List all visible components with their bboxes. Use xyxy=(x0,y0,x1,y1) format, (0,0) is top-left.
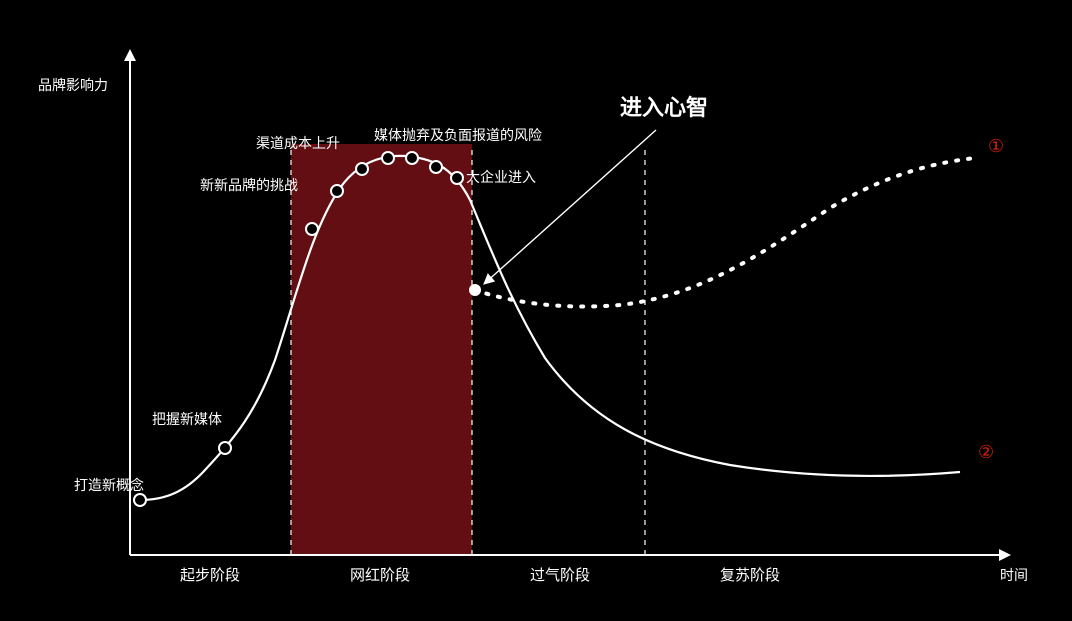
x-stage-label: 起步阶段 xyxy=(180,567,240,584)
milestone-label: 渠道成本上升 xyxy=(256,135,340,151)
chart-background xyxy=(0,0,1072,621)
series-label: ② xyxy=(978,442,994,462)
x-stage-label: 复苏阶段 xyxy=(720,566,780,584)
x-axis-label: 时间 xyxy=(1000,567,1028,583)
branch-marker xyxy=(469,284,481,296)
milestone-marker xyxy=(430,161,442,173)
branch-point-marker xyxy=(469,284,481,296)
milestone-marker xyxy=(219,442,231,454)
milestone-label: 把握新媒体 xyxy=(152,411,222,427)
milestone-label: 媒体抛弃及负面报道的风险 xyxy=(374,127,542,143)
brand-influence-lifecycle-chart: 品牌影响力 时间 起步阶段 网红阶段 过气阶段 复苏阶段 打造新概念 把握新媒体 新新品牌… xyxy=(0,0,1072,621)
x-stage-label: 网红阶段 xyxy=(350,567,410,584)
milestone-marker xyxy=(331,185,343,197)
enter-mind-callout-label: 进入心智 xyxy=(620,95,708,120)
milestone-marker xyxy=(134,494,146,506)
milestone-label: 打造新概念 xyxy=(74,477,144,493)
x-stage-label: 过气阶段 xyxy=(530,567,590,584)
milestone-label: 新新品牌的挑战 xyxy=(200,177,298,193)
milestone-marker xyxy=(451,172,463,184)
highlight-band-net-famous-stage xyxy=(291,144,472,555)
series-label: ① xyxy=(988,136,1004,156)
y-axis-label: 品牌影响力 xyxy=(38,77,108,93)
milestone-label: 大企业进入 xyxy=(466,169,536,185)
milestone-marker xyxy=(382,152,394,164)
milestone-marker xyxy=(406,152,418,164)
milestone-marker xyxy=(306,223,318,235)
milestone-marker xyxy=(356,163,368,175)
